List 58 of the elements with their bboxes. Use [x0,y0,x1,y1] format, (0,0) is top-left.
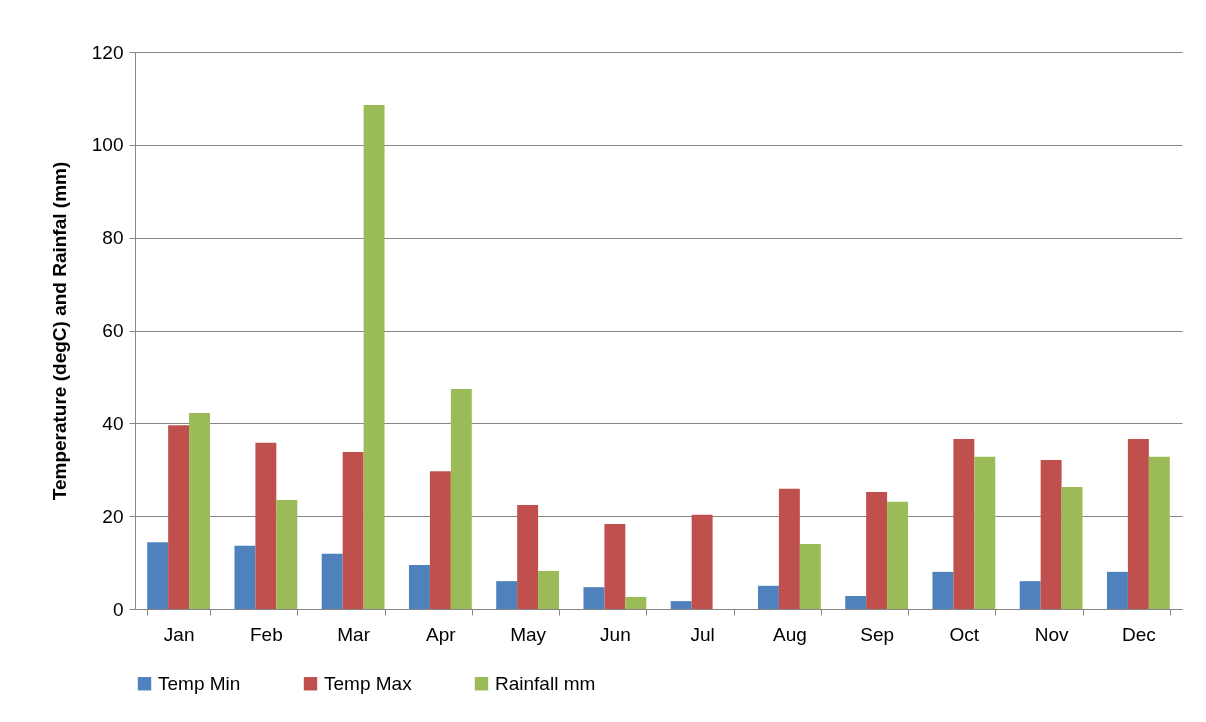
x-tick-label: Mar [337,623,371,645]
y-tick-label: 40 [102,412,124,434]
legend-label: Temp Min [158,672,241,694]
y-tick-label: 60 [102,320,124,341]
x-tick-label: Jun [600,623,631,645]
x-tick-label: Aug [772,623,807,645]
bar [429,471,451,609]
bar [974,456,996,609]
y-tick-label: 0 [112,598,124,620]
legend-label: Temp Max [324,672,413,694]
x-tick-label: Nov [1034,623,1070,645]
bar [255,442,277,609]
bar [583,587,605,609]
bar [1148,456,1170,609]
y-tick-label: 80 [102,227,124,249]
bar [625,596,647,609]
bar [234,545,256,609]
bar [276,499,298,609]
bar [1040,460,1062,609]
bar [321,553,343,609]
bar [408,564,430,609]
y-tick-label: 20 [102,505,124,527]
x-tick-label: Oct [949,623,980,645]
legend-label: Rainfall mm [495,672,596,694]
x-tick-label: Jan [163,623,195,645]
bar [604,524,626,609]
bar [496,581,518,609]
bar [887,501,909,609]
bar [1127,439,1149,609]
bar [168,425,190,609]
bar [1019,581,1041,609]
bar [845,596,867,609]
bar [953,439,975,609]
x-tick-label: May [510,623,547,645]
bar [932,571,954,609]
bar [1106,571,1128,609]
bar [147,542,169,609]
bar [189,413,211,609]
x-tick-label: Dec [1121,623,1156,645]
bar [691,514,713,609]
bar [517,505,539,609]
bar [450,388,472,609]
x-tick-label: Jul [690,623,715,645]
bar [778,488,800,609]
bar [1061,486,1083,609]
bar [670,601,692,609]
y-tick-label: 120 [91,41,124,63]
y-axis-title: Temperature (degC) and Rainfal (mm) [48,161,70,501]
bar [866,492,888,609]
bar [757,585,779,609]
y-tick-label: 100 [91,134,124,156]
x-tick-label: Apr [426,623,457,645]
bar [799,544,821,609]
bar [538,570,560,609]
bar [363,104,385,609]
bar [342,452,364,609]
x-tick-label: Feb [250,623,283,645]
x-tick-label: Sep [860,623,895,645]
